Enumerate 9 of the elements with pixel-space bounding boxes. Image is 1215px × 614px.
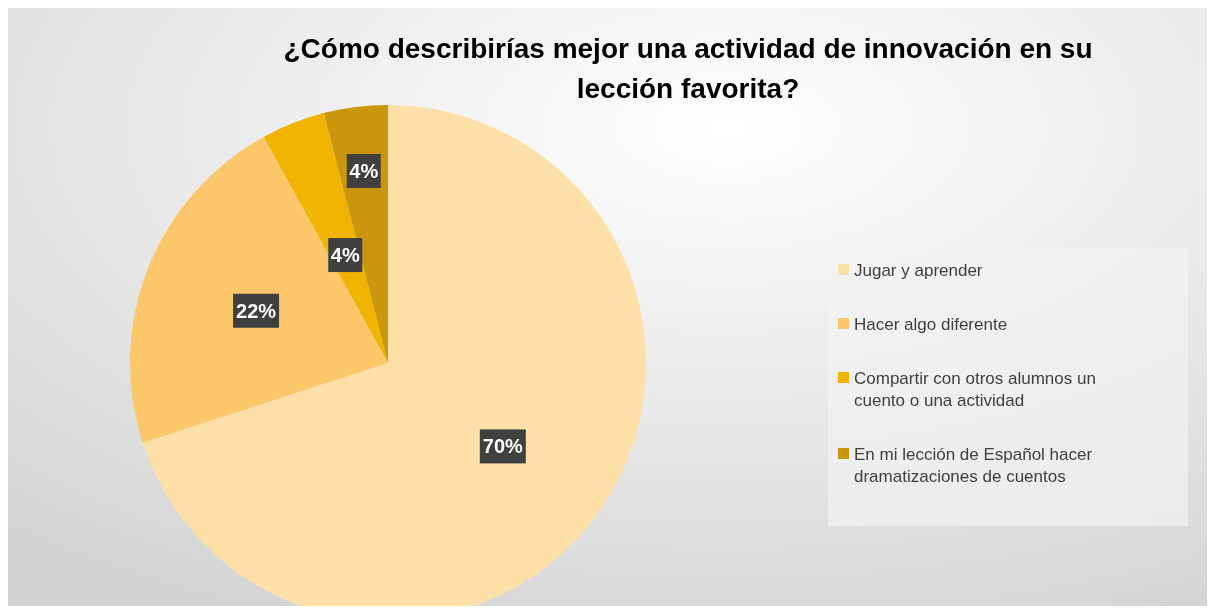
data-label: 4% (349, 160, 379, 183)
legend-label: Compartir con otros alumnos un cuento o una actividad (854, 369, 1096, 410)
data-label: 4% (330, 244, 360, 267)
data-label: 22% (236, 299, 277, 322)
legend-label: Jugar y aprender (854, 261, 983, 280)
legend-label: En mi lección de Español hacer dramatizaciones de cuentos (854, 445, 1093, 486)
legend-label: Hacer algo diferente (854, 315, 1008, 334)
chart-title: ¿Cómo describirías mejor una actividad de innovación en su lección favorita? (283, 33, 1093, 104)
data-label: 70% (482, 435, 524, 458)
